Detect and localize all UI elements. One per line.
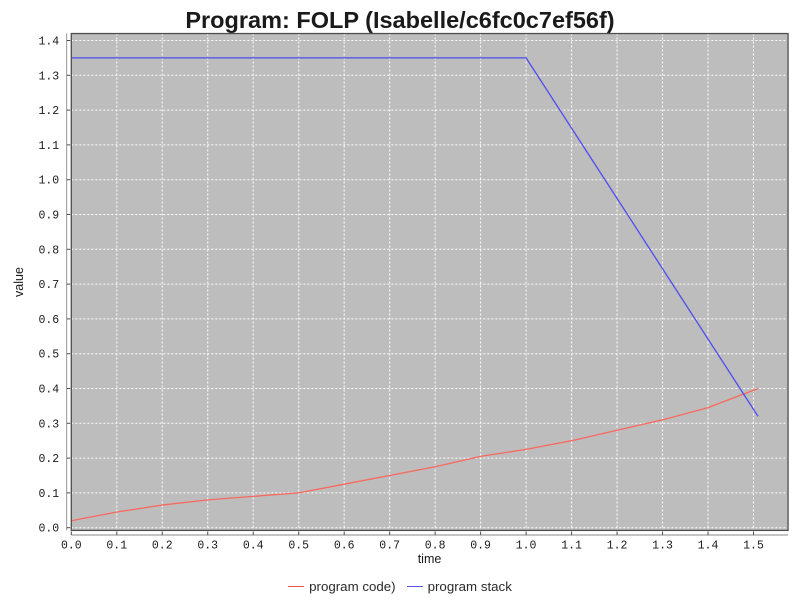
svg-text:0.5: 0.5 [288,540,309,553]
svg-text:0.1: 0.1 [38,488,59,501]
svg-text:0.9: 0.9 [38,210,59,223]
svg-text:1.1: 1.1 [38,140,59,153]
svg-text:0.9: 0.9 [470,540,491,553]
svg-text:1.2: 1.2 [607,540,628,553]
svg-text:0.2: 0.2 [38,453,59,466]
svg-text:0.7: 0.7 [379,540,400,553]
svg-text:1.3: 1.3 [38,70,59,83]
svg-text:0.4: 0.4 [38,384,59,397]
svg-text:0.3: 0.3 [38,418,59,431]
svg-text:1.4: 1.4 [698,540,719,553]
svg-text:0.1: 0.1 [106,540,127,553]
svg-text:1.4: 1.4 [38,36,59,49]
svg-text:0.6: 0.6 [334,540,355,553]
svg-text:0.3: 0.3 [197,540,218,553]
svg-text:1.1: 1.1 [561,540,582,553]
svg-text:0.7: 0.7 [38,279,59,292]
svg-text:0.6: 0.6 [38,314,59,327]
svg-text:0.0: 0.0 [38,523,59,536]
svg-text:0.8: 0.8 [425,540,446,553]
svg-text:0.5: 0.5 [38,349,59,362]
svg-text:0.2: 0.2 [152,540,173,553]
svg-text:1.0: 1.0 [38,175,59,188]
svg-text:0.8: 0.8 [38,244,59,257]
svg-text:1.5: 1.5 [743,540,764,553]
svg-text:1.0: 1.0 [516,540,537,553]
svg-text:0.4: 0.4 [243,540,264,553]
svg-text:1.3: 1.3 [652,540,673,553]
svg-text:0.0: 0.0 [61,540,82,553]
svg-text:1.2: 1.2 [38,105,59,118]
